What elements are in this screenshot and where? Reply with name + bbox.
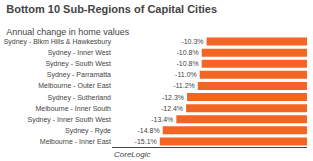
svg-text:Melbourne - Inner South: Melbourne - Inner South: [36, 105, 112, 112]
svg-text:Sydney - South West: Sydney - South West: [45, 60, 111, 68]
svg-text:-10.8%: -10.8%: [177, 60, 199, 67]
svg-text:-12.4%: -12.4%: [161, 105, 183, 112]
svg-text:Sydney - Inner South West: Sydney - Inner South West: [27, 116, 111, 124]
svg-text:Melbourne - Outer East: Melbourne - Outer East: [38, 82, 111, 89]
svg-text:Sydney - Ryde: Sydney - Ryde: [65, 127, 111, 135]
svg-text:Annual change in home values: Annual change in home values: [6, 27, 130, 37]
svg-text:-11.0%: -11.0%: [175, 71, 197, 78]
svg-text:-11.2%: -11.2%: [173, 82, 195, 89]
svg-text:-14.8%: -14.8%: [138, 127, 160, 134]
svg-text:Sydney - Parramatta: Sydney - Parramatta: [47, 71, 111, 79]
svg-text:Sydney - Inner West: Sydney - Inner West: [48, 49, 111, 57]
svg-text:Sydney - Sutherland: Sydney - Sutherland: [48, 94, 112, 102]
svg-text:-12.3%: -12.3%: [162, 94, 184, 101]
svg-text:-10.8%: -10.8%: [177, 49, 199, 56]
svg-text:Melbourne - Inner East: Melbourne - Inner East: [40, 138, 111, 145]
svg-text:-10.3%: -10.3%: [181, 38, 203, 45]
svg-text:-13.4%: -13.4%: [151, 116, 173, 123]
svg-text:Bottom 10 Sub-Regions of Capit: Bottom 10 Sub-Regions of Capital Cities: [6, 3, 217, 15]
svg-text:Sydney - Blkm Hills & Hawkesbu: Sydney - Blkm Hills & Hawkesbury: [4, 38, 112, 46]
svg-text:-15.1%: -15.1%: [135, 138, 157, 145]
svg-text:CoreLogic: CoreLogic: [114, 150, 150, 159]
